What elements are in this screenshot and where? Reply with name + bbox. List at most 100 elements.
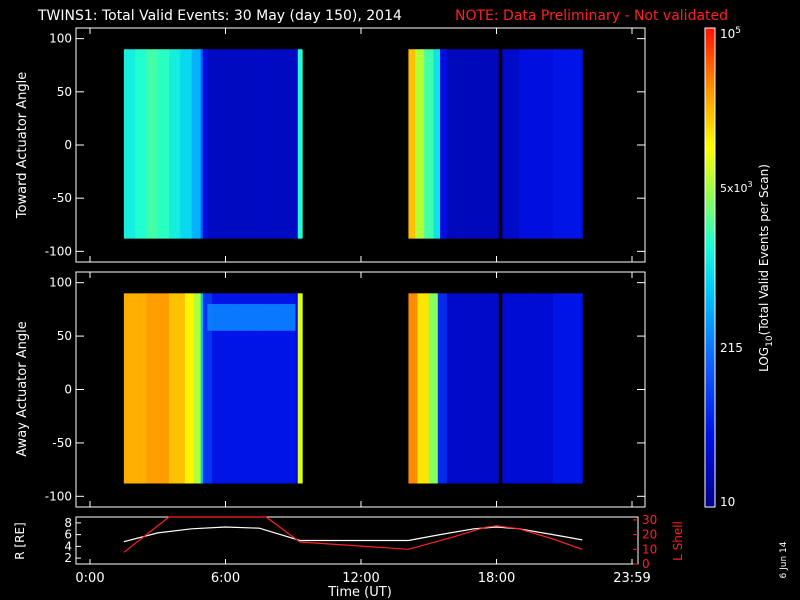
heatmap-cell xyxy=(148,293,151,484)
heatmap-cell xyxy=(237,49,240,239)
heatmap-cell xyxy=(226,49,229,239)
heatmap-cell xyxy=(164,49,167,239)
heatmap-cell xyxy=(525,49,528,239)
heatmap-cell xyxy=(488,293,491,484)
heatmap-cell xyxy=(453,293,456,484)
heatmap-cell xyxy=(475,293,477,484)
heatmap-cell xyxy=(254,49,257,239)
heatmap-cell xyxy=(536,293,538,484)
heatmap-cell xyxy=(466,49,468,239)
heatmap-cell xyxy=(211,293,214,484)
heatmap-cell xyxy=(210,293,213,484)
heatmap-cell xyxy=(432,293,434,484)
y-tick-label: 50 xyxy=(57,85,72,99)
heatmap-cell xyxy=(419,293,422,484)
heatmap-cell xyxy=(539,293,541,484)
heatmap-cell xyxy=(547,49,549,239)
heatmap-cell xyxy=(575,49,578,239)
heatmap-cell xyxy=(128,293,130,484)
heatmap-cell xyxy=(249,293,251,484)
heatmap-cell xyxy=(235,293,238,484)
heatmap-cell xyxy=(549,293,552,484)
heatmap-cell xyxy=(558,293,561,484)
heatmap-cell xyxy=(434,293,436,484)
heatmap-cell xyxy=(529,49,531,239)
heatmap-cell xyxy=(539,49,541,239)
heatmap-cell xyxy=(280,293,283,484)
heatmap-cell xyxy=(416,293,418,484)
heatmap-cell xyxy=(157,49,160,239)
heatmap-cell xyxy=(226,293,229,484)
heatmap-cell xyxy=(451,293,453,484)
heatmap-cell xyxy=(136,49,138,239)
heatmap-cell xyxy=(165,293,168,484)
heatmap-cell xyxy=(175,293,178,484)
heatmap-cell xyxy=(556,49,558,239)
heatmap-cell xyxy=(538,49,540,239)
heatmap-cell xyxy=(537,49,539,239)
heatmap-cell xyxy=(245,293,248,484)
heatmap-cell xyxy=(285,293,287,484)
heatmap-cell xyxy=(157,293,160,484)
heatmap-cell xyxy=(548,49,550,239)
heatmap-cell xyxy=(130,293,133,484)
heatmap-cell xyxy=(141,293,144,484)
x-tick-label: 0:00 xyxy=(75,571,104,586)
heatmap-cell xyxy=(538,293,540,484)
heatmap-cell xyxy=(554,293,556,484)
heatmap-cell xyxy=(458,49,460,239)
heatmap-cell xyxy=(411,49,414,239)
heatmap-cell xyxy=(573,49,575,239)
heatmap-cell xyxy=(502,293,504,484)
heatmap-cell xyxy=(409,293,412,484)
chart-title: TWINS1: Total Valid Events: 30 May (day … xyxy=(37,8,402,24)
heatmap-cell xyxy=(554,49,556,239)
heatmap-cell xyxy=(577,49,580,239)
heatmap-cell xyxy=(248,49,250,239)
heatmap-cell xyxy=(578,293,581,484)
y2-tick-label: 20 xyxy=(642,528,657,542)
heatmap-cell xyxy=(288,49,291,239)
heatmap-cell xyxy=(534,49,537,239)
heatmap-cell xyxy=(184,49,187,239)
heatmap-cell xyxy=(236,49,239,239)
heatmap-cell xyxy=(470,49,473,239)
heatmap-cell xyxy=(233,293,235,484)
data-gap xyxy=(498,293,503,484)
heatmap-cell xyxy=(479,49,482,239)
heatmap-cell xyxy=(476,293,478,484)
heatmap-cell xyxy=(125,293,127,484)
heatmap-cell xyxy=(251,293,253,484)
heatmap-cell xyxy=(300,293,302,484)
heatmap-cell xyxy=(178,49,180,239)
heatmap-cell xyxy=(242,49,244,239)
heatmap-cell xyxy=(438,49,441,239)
heatmap-cell xyxy=(541,49,544,239)
heatmap-cell xyxy=(167,49,170,239)
heatmap-cell xyxy=(412,49,415,239)
heatmap-cell xyxy=(174,49,177,239)
heatmap-cell xyxy=(418,49,421,239)
heatmap-cell xyxy=(487,49,489,239)
heatmap-cell xyxy=(281,49,284,239)
heatmap-cell xyxy=(295,293,298,484)
heatmap-cell xyxy=(486,49,488,239)
heatmap-cell xyxy=(263,293,266,484)
heatmap-cell xyxy=(127,49,129,239)
heatmap-cell xyxy=(444,49,447,239)
heatmap-cell xyxy=(524,49,527,239)
heatmap-cell xyxy=(408,293,410,484)
x-tick-label: 6:00 xyxy=(211,571,240,586)
y-tick-label: 100 xyxy=(49,276,72,290)
heatmap-cell xyxy=(198,293,200,484)
heatmap-cell xyxy=(523,49,526,239)
heatmap-cell xyxy=(555,49,557,239)
colorbar-label: LOG10(Total Valid Events per Scan) xyxy=(757,164,775,372)
heatmap-cell xyxy=(251,49,253,239)
y-tick-label: 2 xyxy=(64,551,72,565)
heatmap-cell xyxy=(462,49,465,239)
heatmap-cell xyxy=(552,293,555,484)
heatmap-cell xyxy=(190,49,193,239)
heatmap-cell xyxy=(131,49,134,239)
heatmap-cell xyxy=(561,49,564,239)
